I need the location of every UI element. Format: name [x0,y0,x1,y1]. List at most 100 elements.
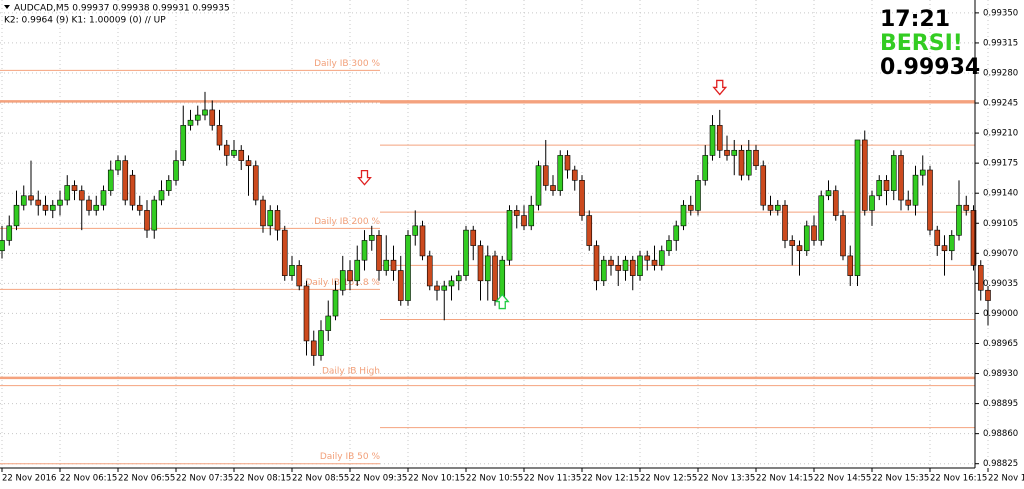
x-tick-label: 22 Nov 11:35 [524,474,581,484]
price: 0.99934 [880,55,980,80]
candle-body [557,155,564,191]
candle-body [832,190,839,216]
header: AUDCAD,M5 0.99937 0.99938 0.99931 0.9993… [14,4,230,14]
candle-body [71,185,78,191]
x-tick-label: 22 Nov 13:35 [698,474,755,484]
candle-body [876,180,883,197]
candle-body [477,245,484,282]
y-tick-label: 0.98860 [983,429,1018,439]
candle-body [412,225,419,236]
candle-body [767,204,774,211]
candle-body [289,265,295,276]
level-label: Daily IB 200 % [314,217,380,227]
candle-body [571,169,578,181]
candle-body [811,225,817,241]
candle-body [325,315,332,331]
candle-body [144,210,150,231]
x-tick-label: 22 Nov 2016 [2,474,56,484]
candle-body [593,245,600,282]
candle-body [687,204,694,211]
y-tick-label: 0.99035 [983,279,1018,289]
y-tick-label: 0.99315 [983,38,1018,48]
candle-body [194,114,201,121]
candle-body [774,204,781,211]
x-tick-label: 22 Nov 12:15 [582,474,639,484]
signal-arrow [712,79,728,96]
y-tick-label: 0.99105 [983,219,1018,229]
candle-body [898,155,904,201]
candle-body [934,229,941,246]
x-tick-label: 22 Nov 08:15 [234,474,291,484]
candle-body [716,125,723,151]
candle-body [28,195,34,201]
candle-body [658,250,665,266]
candle-body [419,225,426,257]
candle-body [115,160,121,171]
candle-body [368,234,375,241]
candle-body [818,195,825,241]
candle-body [506,210,513,261]
x-tick-label: 22 Nov 15:35 [872,474,929,484]
candle-body [695,180,701,211]
candle-body [35,199,42,206]
candle-body [542,165,549,186]
y-tick-label: 0.99175 [983,159,1018,169]
candle-body [310,340,317,356]
candle-body [281,229,288,276]
candle-body [165,180,172,191]
level-label: Daily IB High [322,366,380,376]
candle-body [0,240,5,252]
candle-body [825,190,832,197]
candle-body [100,190,107,206]
candle-body [731,149,738,156]
candle-body [680,204,687,227]
candle-body [854,139,861,276]
y-tick-label: 0.98965 [983,339,1018,349]
candle-body [339,270,346,291]
clock: 17:21 [880,7,950,32]
candle-body [745,149,752,176]
candle-body [260,199,266,227]
candle-body [521,215,527,227]
candle-body [608,259,614,266]
candle-body [20,195,27,206]
candle-body [238,149,245,161]
subheader: K2: 0.9964 (9) K1: 1.00009 (0) // UP [4,16,166,26]
menu-triangle[interactable] [4,5,10,9]
candle-body [42,204,49,211]
y-tick-label: 0.99140 [983,189,1018,199]
candle-body [586,215,593,246]
x-tick-label: 22 Nov 06:55 [118,474,175,484]
candle-body [296,265,303,287]
candle-body [223,144,230,156]
candle-body [883,180,890,191]
status: BERSI! [880,31,963,56]
candle-body [86,199,92,211]
candle-body [615,265,622,271]
x-tick-label: 22 Nov 16:55 [988,474,1024,484]
candle-body [397,270,404,301]
candle-body [985,289,991,301]
candle-body [267,210,274,227]
candle-body [354,259,361,282]
candle-body [245,160,252,167]
candle-body [651,259,658,266]
y-tick-label: 0.99280 [983,68,1018,78]
candle-body [209,109,216,126]
candle-body [600,259,607,282]
x-tick-label: 22 Nov 10:15 [408,474,465,484]
y-tick-label: 0.99000 [983,309,1018,319]
signal-arrow [357,169,372,186]
x-tick-label: 22 Nov 09:35 [350,474,407,484]
candle-body [905,199,912,206]
candle-body [673,225,680,241]
candle-body [303,285,310,342]
y-tick-label: 0.98825 [983,459,1018,469]
candle-body [709,125,716,156]
x-tick-label: 22 Nov 06:15 [60,474,117,484]
candle-body [753,149,759,167]
candle-body [252,165,259,201]
y-tick-label: 0.99070 [983,249,1018,259]
x-tick-label: 22 Nov 16:15 [930,474,987,484]
